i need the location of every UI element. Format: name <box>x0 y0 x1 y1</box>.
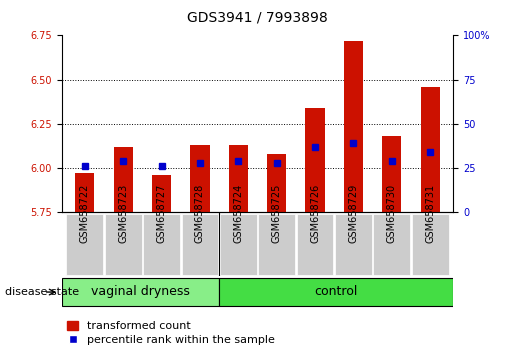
Text: GSM658726: GSM658726 <box>310 184 320 243</box>
Text: vaginal dryness: vaginal dryness <box>91 285 190 298</box>
Text: GSM658725: GSM658725 <box>272 184 282 243</box>
FancyBboxPatch shape <box>373 214 410 275</box>
Legend: transformed count, percentile rank within the sample: transformed count, percentile rank withi… <box>67 321 275 345</box>
FancyBboxPatch shape <box>105 214 142 275</box>
Text: GSM658729: GSM658729 <box>349 184 358 243</box>
Text: GSM658723: GSM658723 <box>118 184 128 243</box>
Bar <box>191 145 210 212</box>
Bar <box>229 145 248 212</box>
Bar <box>75 173 94 212</box>
Text: GSM658722: GSM658722 <box>80 184 90 243</box>
FancyBboxPatch shape <box>62 278 219 306</box>
Bar <box>382 136 401 212</box>
Bar <box>114 147 133 212</box>
FancyBboxPatch shape <box>66 214 103 275</box>
FancyBboxPatch shape <box>143 214 180 275</box>
FancyBboxPatch shape <box>181 214 218 275</box>
Text: GDS3941 / 7993898: GDS3941 / 7993898 <box>187 11 328 25</box>
FancyBboxPatch shape <box>220 214 257 275</box>
FancyBboxPatch shape <box>412 214 449 275</box>
Bar <box>152 175 171 212</box>
Text: GSM658730: GSM658730 <box>387 184 397 243</box>
Text: control: control <box>315 285 358 298</box>
Bar <box>305 108 324 212</box>
FancyBboxPatch shape <box>335 214 372 275</box>
Text: GSM658728: GSM658728 <box>195 184 205 243</box>
Text: GSM658727: GSM658727 <box>157 184 166 243</box>
FancyBboxPatch shape <box>258 214 295 275</box>
Text: disease state: disease state <box>5 287 79 297</box>
FancyBboxPatch shape <box>219 278 453 306</box>
Text: GSM658731: GSM658731 <box>425 184 435 243</box>
Bar <box>421 87 440 212</box>
Text: GSM658724: GSM658724 <box>233 184 243 243</box>
Bar <box>344 41 363 212</box>
Bar <box>267 154 286 212</box>
FancyBboxPatch shape <box>297 214 334 275</box>
